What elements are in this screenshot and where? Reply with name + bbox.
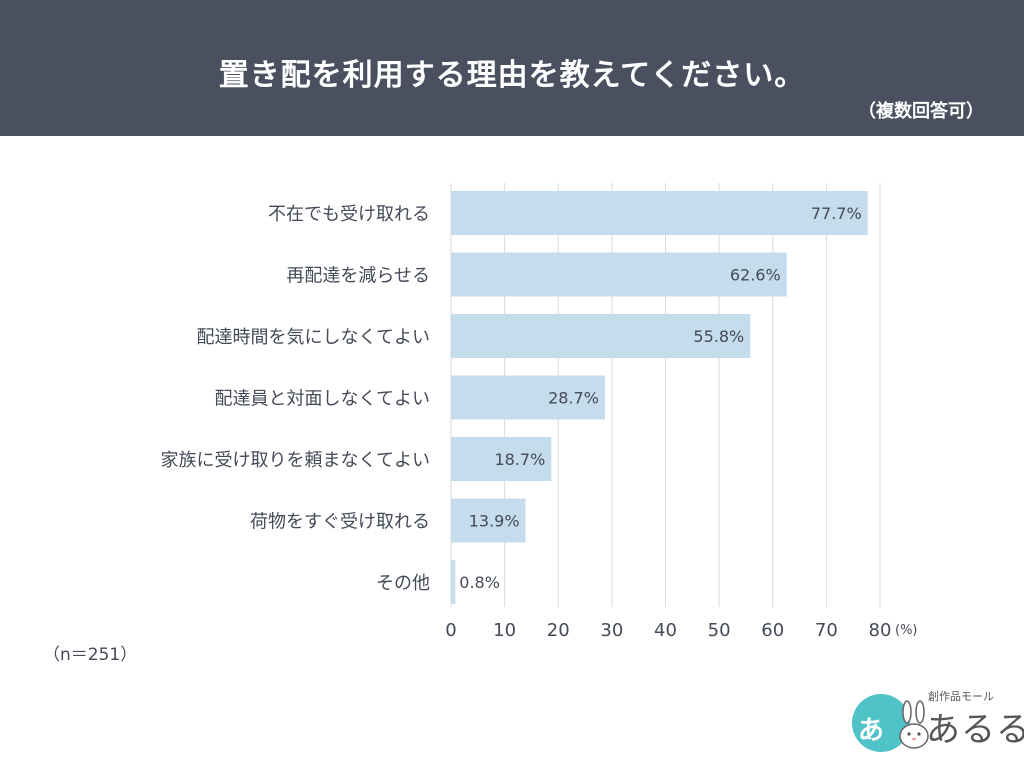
x-tick-label: 60 — [761, 620, 784, 641]
logo-circle: あ — [852, 694, 910, 752]
bar — [451, 375, 605, 420]
header-banner: 置き配を利用する理由を教えてください。 （複数回答可） — [0, 0, 1024, 136]
brand-logo: あ 創作品モール あるる — [852, 688, 1024, 758]
x-tick-label: 20 — [547, 620, 570, 641]
logo-wordmark: あるる — [926, 710, 1024, 750]
x-tick-label: 80 — [869, 620, 892, 641]
page-title: 置き配を利用する理由を教えてください。 — [218, 58, 806, 93]
logo-tagline: 創作品モール — [928, 690, 994, 703]
category-label: その他 — [376, 573, 430, 594]
x-tick-label: 10 — [493, 620, 516, 641]
x-tick-label: 30 — [600, 620, 623, 641]
category-label: 配達員と対面しなくてよい — [215, 389, 430, 410]
x-axis-unit: (%) — [895, 623, 918, 638]
bar — [451, 560, 456, 604]
bar — [451, 314, 751, 358]
data-label: 13.9% — [469, 512, 520, 531]
data-label: 18.7% — [494, 450, 545, 469]
bar — [451, 191, 868, 235]
category-label: 荷物をすぐ受け取れる — [250, 512, 430, 533]
bar — [451, 437, 552, 481]
data-label: 77.7% — [811, 204, 862, 223]
page-subtitle: （複数回答可） — [858, 101, 984, 122]
category-label: 不在でも受け取れる — [268, 204, 430, 225]
data-label: 62.6% — [730, 266, 781, 285]
rabbit-icon — [899, 700, 929, 749]
bar — [451, 498, 526, 543]
bar — [451, 252, 787, 297]
category-label: 家族に受け取りを頼まなくてよい — [161, 450, 430, 471]
x-tick-label: 0 — [445, 620, 456, 641]
x-tick-label: 40 — [654, 620, 677, 641]
category-label: 配達時間を気にしなくてよい — [197, 327, 430, 348]
data-label: 0.8% — [459, 573, 500, 592]
category-label: 再配達を減らせる — [286, 266, 430, 287]
sample-size-note: （n＝251） — [43, 645, 138, 665]
x-tick-label: 70 — [815, 620, 838, 641]
data-label: 28.7% — [548, 389, 599, 408]
data-label: 55.8% — [693, 327, 744, 346]
x-tick-label: 50 — [708, 620, 731, 641]
logo-circle-text: あ — [858, 716, 885, 746]
